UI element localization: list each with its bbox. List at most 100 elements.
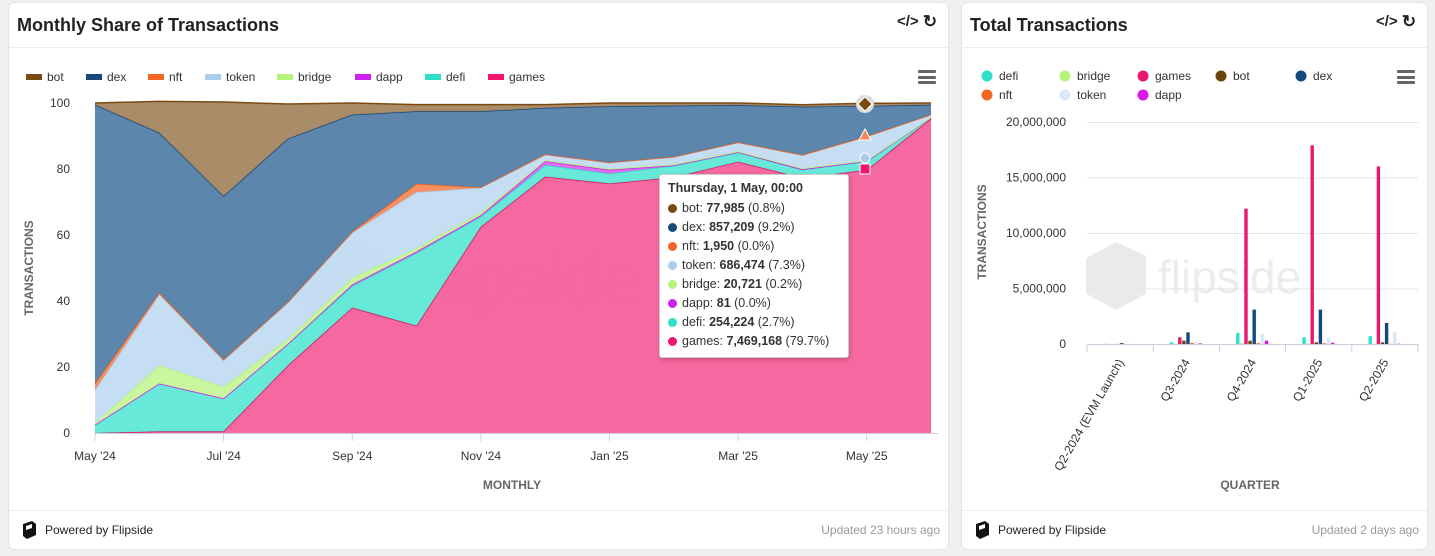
tooltip-dot (668, 280, 677, 289)
legend-item-token[interactable]: token (1059, 88, 1107, 102)
bot-area[interactable] (95, 101, 931, 197)
legend-item-games[interactable]: games (1137, 69, 1192, 83)
legend-item-dex[interactable]: dex (1295, 69, 1333, 83)
tooltip-dot (668, 299, 677, 308)
bar-bridge[interactable] (1174, 343, 1178, 345)
bot-line (94, 100, 932, 106)
token-area[interactable] (95, 114, 931, 424)
dex-area[interactable] (95, 104, 931, 384)
x-tick-label: Nov '24 (461, 449, 502, 463)
y-tick-label: 0 (1059, 337, 1066, 351)
bar-bridge[interactable] (1306, 343, 1310, 344)
tooltip-percent: (0.2%) (761, 277, 803, 291)
tooltip-header: Thursday, 1 May, 00:00 (668, 181, 804, 195)
tooltip-value: 77,985 (706, 201, 745, 215)
bar-bot[interactable] (1380, 342, 1385, 344)
tooltip-percent: (2.7%) (754, 315, 795, 329)
bar-defi[interactable] (1169, 342, 1174, 344)
code-icon[interactable]: </> (897, 13, 919, 30)
legend-item-nft[interactable]: nft (148, 70, 183, 84)
bar-nft[interactable] (1256, 343, 1260, 344)
powered-by-text[interactable]: Powered by Flipside (45, 523, 154, 537)
legend-label: games (1155, 69, 1191, 83)
code-icon[interactable]: </> (1376, 13, 1398, 30)
legend-item-dapp[interactable]: dapp (1137, 88, 1183, 102)
bar-defi[interactable] (1236, 332, 1240, 344)
bar-defi[interactable] (1302, 337, 1306, 344)
tooltip-dot (668, 204, 677, 213)
hamburger-menu-icon[interactable] (918, 70, 936, 84)
legend-label: bot (47, 70, 64, 84)
legend-label: bridge (298, 70, 332, 84)
legend-swatch (1295, 70, 1307, 82)
bar-nft[interactable] (1190, 342, 1194, 344)
bar-games[interactable] (1376, 166, 1381, 344)
legend-item-defi[interactable]: defi (425, 70, 465, 84)
legend-item-bridge[interactable]: bridge (1059, 69, 1111, 83)
bar-games[interactable] (1244, 208, 1248, 344)
legend-swatch (1059, 70, 1071, 82)
bar-token[interactable] (1393, 331, 1397, 344)
tooltip-value: 20,721 (723, 277, 762, 291)
legend-label: dex (1313, 69, 1332, 83)
bar-games[interactable] (1178, 337, 1182, 344)
y-tick-label: 40 (57, 294, 71, 308)
bar-dex[interactable] (1384, 322, 1389, 344)
card-footer: Powered by Flipside Updated 2 days ago (962, 510, 1427, 549)
bar-token[interactable] (1128, 343, 1132, 345)
tooltip-series-name: games: (682, 334, 727, 348)
bar-bot[interactable] (1182, 340, 1186, 344)
tooltip-value: 857,209 (709, 220, 755, 234)
bar-token[interactable] (1260, 334, 1265, 344)
legend-item-dapp[interactable]: dapp (355, 70, 403, 84)
refresh-icon[interactable]: ↻ (922, 12, 938, 31)
legend-label: nft (999, 88, 1013, 102)
powered-by-text[interactable]: Powered by Flipside (998, 523, 1107, 537)
bar-dex[interactable] (1318, 309, 1323, 344)
legend-label: bot (1233, 69, 1250, 83)
bar-bot[interactable] (1314, 342, 1318, 344)
bar-games[interactable] (1310, 145, 1314, 344)
refresh-icon[interactable]: ↻ (1401, 12, 1417, 31)
bar-bridge[interactable] (1240, 343, 1244, 344)
token-marker (859, 152, 871, 164)
legend-swatch (1137, 89, 1149, 101)
watermark-text: flipside (1158, 251, 1301, 303)
tooltip-row-bridge: bridge: 20,721 (0.2%) (668, 275, 840, 294)
bar-dapp[interactable] (1397, 343, 1401, 345)
bar-dapp[interactable] (1331, 342, 1335, 344)
legend-item-games[interactable]: games (488, 70, 545, 84)
legend-item-dex[interactable]: dex (86, 70, 126, 84)
y-tick-label: 20,000,000 (1006, 115, 1066, 129)
bar-nft[interactable] (1322, 343, 1327, 344)
tooltip-row-nft: nft: 1,950 (0.0%) (668, 237, 840, 256)
x-tick-label: May '25 (846, 449, 888, 463)
x-axis-title: MONTHLY (483, 478, 541, 492)
card-header: Total Transactions </> ↻ (962, 3, 1427, 48)
defi-area[interactable] (95, 117, 931, 434)
tooltip-value: 1,950 (702, 239, 735, 253)
bar-bridge[interactable] (1372, 343, 1376, 345)
x-tick-label: Q3-2024 (1157, 356, 1193, 404)
legend-item-bot[interactable]: bot (1215, 69, 1251, 83)
bar-bot[interactable] (1248, 340, 1252, 344)
tooltip-percent: (0.0%) (730, 296, 771, 310)
bar-token[interactable] (1194, 341, 1198, 344)
legend-item-token[interactable]: token (205, 70, 255, 84)
legend-item-defi[interactable]: defi (981, 69, 1019, 83)
bar-dex[interactable] (1186, 332, 1190, 344)
bar-dex[interactable] (1120, 343, 1124, 344)
tooltip-series-name: dex: (682, 220, 710, 234)
bar-dex[interactable] (1252, 309, 1256, 344)
legend-item-bridge[interactable]: bridge (277, 70, 332, 84)
tooltip-value: 7,469,168 (726, 334, 783, 348)
legend-item-bot[interactable]: bot (26, 70, 64, 84)
bar-dapp[interactable] (1264, 340, 1269, 344)
bar-defi[interactable] (1368, 336, 1372, 344)
bar-dapp[interactable] (1198, 343, 1202, 344)
bar-token[interactable] (1326, 337, 1331, 344)
legend-item-nft[interactable]: nft (981, 88, 1014, 102)
total-transactions-chart: flipside 0 5,000,000 10,000,000 15,000,000 2… (975, 69, 1419, 492)
x-tick-label: Jul '24 (206, 449, 241, 463)
hamburger-menu-icon[interactable] (1397, 70, 1415, 84)
